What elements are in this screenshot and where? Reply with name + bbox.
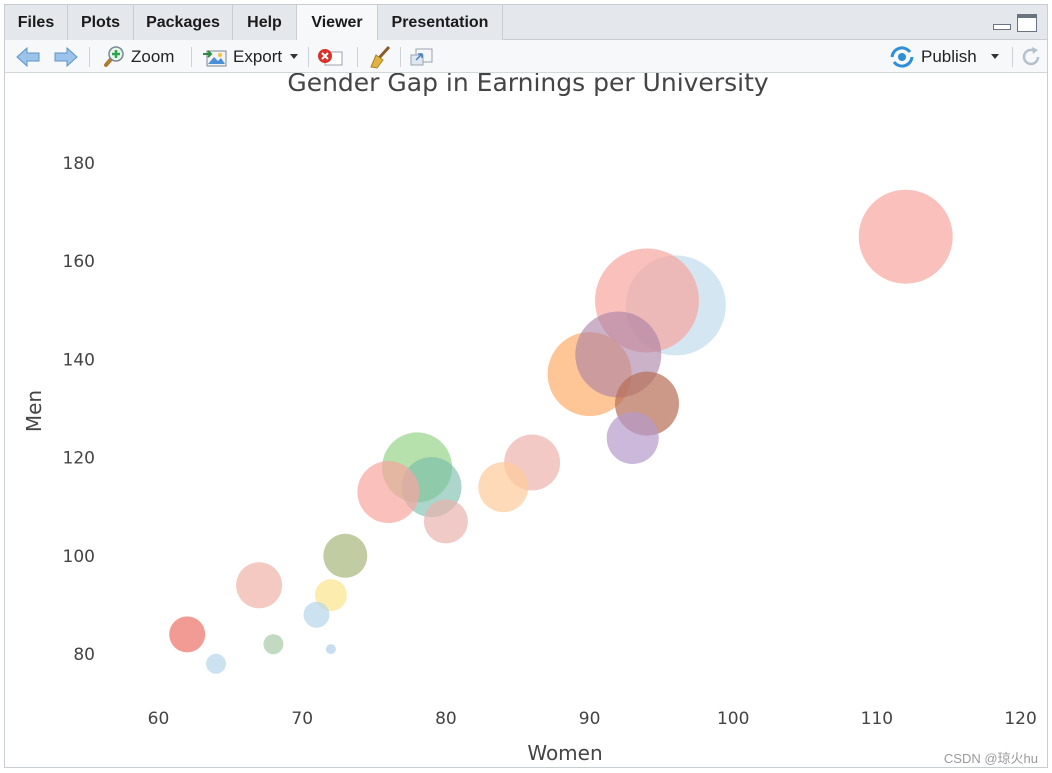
bubble-chart: Gender Gap in Earnings per University 60… [22,68,1037,765]
x-tick-label: 90 [579,709,601,729]
remove-viewer-button[interactable] [316,40,344,73]
tab-files[interactable]: Files [5,5,68,40]
bubble-layer [169,189,953,674]
x-axis-ticks: 60 70 80 90 100 110 120 [148,709,1037,729]
export-icon [203,49,227,66]
y-tick-label: 100 [63,547,95,567]
y-tick-label: 80 [73,645,95,665]
export-label: Export [233,46,283,66]
x-axis-label: Women [527,741,602,765]
y-tick-label: 160 [63,252,95,272]
bubble-point-16[interactable] [236,562,283,609]
chevron-down-icon[interactable] [990,54,999,59]
maximize-pane-icon[interactable] [1017,14,1037,32]
x-tick-label: 60 [148,709,170,729]
refresh-button[interactable] [1019,40,1043,73]
publish-button[interactable]: Publish [889,40,999,73]
viewer-pane: Files Plots Packages Help Viewer Present… [4,4,1048,768]
tab-viewer[interactable]: Viewer [297,5,378,41]
bubble-point-15[interactable] [303,601,330,628]
clear-all-button[interactable] [367,40,393,73]
bubble-point-0[interactable] [858,189,953,284]
x-tick-label: 110 [861,709,893,729]
refresh-icon [1022,46,1040,65]
bubble-point-20[interactable] [206,653,226,674]
remove-icon [318,48,343,65]
arrow-right-icon [54,46,78,67]
bubble-point-13[interactable] [323,533,368,578]
y-axis-label: Men [22,390,46,432]
zoom-label: Zoom [131,46,175,66]
x-tick-label: 80 [435,709,457,729]
chevron-down-icon [290,54,299,59]
arrow-left-icon [16,46,40,67]
bubble-point-11[interactable] [357,461,420,523]
watermark: CSDN @琼火hu [943,751,1038,766]
bubble-point-18[interactable] [325,644,336,655]
y-tick-label: 140 [63,350,95,370]
x-tick-label: 70 [291,709,313,729]
tab-plots[interactable]: Plots [68,5,134,40]
popout-button[interactable] [408,40,434,73]
publish-icon [890,45,914,68]
y-axis-ticks: 80 100 120 140 160 180 [63,154,95,665]
bubble-point-12[interactable] [423,499,468,544]
bubble-point-19[interactable] [169,616,206,653]
forward-button[interactable] [53,40,79,73]
zoom-icon [104,45,124,67]
export-button[interactable]: Export [202,40,299,73]
x-tick-label: 120 [1004,709,1036,729]
bubble-point-8[interactable] [478,462,529,513]
tab-packages[interactable]: Packages [134,5,233,40]
tab-bar: Files Plots Packages Help Viewer Present… [5,5,1047,41]
back-button[interactable] [15,40,41,73]
minimize-pane-icon[interactable] [993,24,1011,30]
tab-help[interactable]: Help [233,5,297,40]
publish-label: Publish [921,46,977,66]
chart-title: Gender Gap in Earnings per University [287,73,769,97]
broom-icon [370,45,391,69]
popout-icon [410,48,433,65]
x-tick-label: 100 [717,709,749,729]
viewer-content: Gender Gap in Earnings per University 60… [5,68,1047,767]
y-tick-label: 180 [63,154,95,174]
bubble-point-17[interactable] [263,634,284,655]
bubble-point-6[interactable] [606,412,659,464]
zoom-button[interactable]: Zoom [101,40,174,73]
tab-presentation[interactable]: Presentation [378,5,503,40]
bubble-point-14[interactable] [314,579,347,612]
viewer-toolbar: Zoom Export [5,40,1047,73]
y-tick-label: 120 [63,449,95,469]
